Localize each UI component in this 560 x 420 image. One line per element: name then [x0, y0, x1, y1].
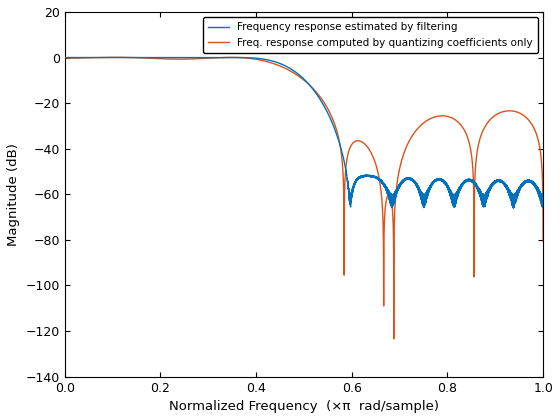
Frequency response estimated by filtering	[122, 55, 128, 60]
Line: Freq. response computed by quantizing coefficients only: Freq. response computed by quantizing co…	[65, 57, 543, 339]
Frequency response estimated by filtering	[203, 55, 209, 60]
Legend: Frequency response estimated by filtering, Freq. response computed by quantizing: Frequency response estimated by filterin…	[203, 17, 538, 53]
Freq. response computed by quantizing coefficients only	[203, 56, 209, 61]
Frequency response estimated by filtering	[540, 197, 547, 202]
Freq. response computed by quantizing coefficients only	[353, 138, 360, 143]
Freq. response computed by quantizing coefficients only	[540, 239, 547, 244]
Freq. response computed by quantizing coefficients only	[113, 55, 119, 60]
X-axis label: Normalized Frequency  (×π  rad/sample): Normalized Frequency (×π rad/sample)	[169, 400, 439, 413]
Frequency response estimated by filtering	[510, 205, 517, 210]
Freq. response computed by quantizing coefficients only	[445, 114, 452, 119]
Frequency response estimated by filtering	[353, 177, 360, 182]
Frequency response estimated by filtering	[445, 186, 452, 192]
Line: Frequency response estimated by filtering: Frequency response estimated by filterin…	[65, 58, 543, 208]
Frequency response estimated by filtering	[224, 55, 231, 60]
Freq. response computed by quantizing coefficients only	[472, 171, 479, 176]
Freq. response computed by quantizing coefficients only	[62, 56, 68, 61]
Frequency response estimated by filtering	[472, 181, 478, 186]
Frequency response estimated by filtering	[62, 55, 68, 60]
Freq. response computed by quantizing coefficients only	[122, 55, 128, 60]
Freq. response computed by quantizing coefficients only	[368, 151, 375, 156]
Frequency response estimated by filtering	[368, 174, 375, 179]
Freq. response computed by quantizing coefficients only	[390, 336, 397, 341]
Y-axis label: Magnitude (dB): Magnitude (dB)	[7, 143, 20, 246]
